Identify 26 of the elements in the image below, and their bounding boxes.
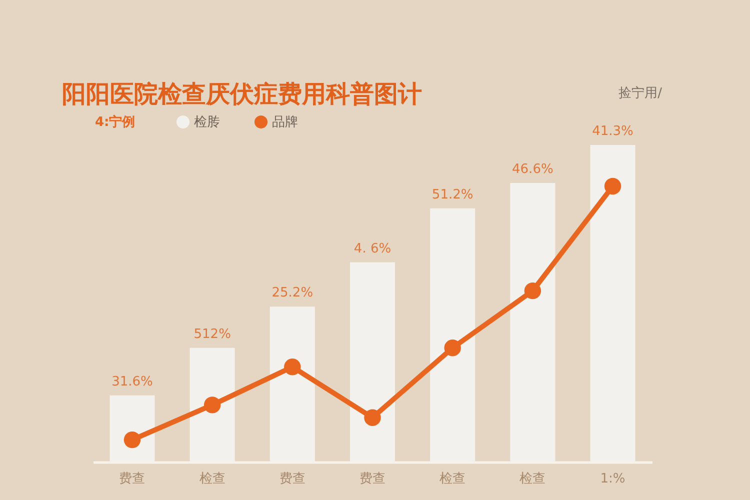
point: [124, 431, 141, 448]
point: [364, 409, 381, 426]
x-tick-label: 费查: [360, 472, 386, 486]
x-tick-label: 检查: [199, 472, 226, 486]
annotation: 25.2%: [272, 286, 314, 301]
x-tick-label: 费查: [119, 472, 146, 486]
legend-label: 检䏝: [194, 115, 220, 130]
x-tick-label: 1:%: [600, 472, 626, 486]
point: [204, 396, 221, 414]
point: [284, 358, 301, 376]
annotation: 512%: [194, 326, 231, 342]
point: [444, 340, 461, 356]
x-tick-label: 检查: [440, 472, 466, 486]
text: 41.3%: [592, 124, 634, 139]
legend-label: 品牌: [272, 115, 298, 130]
annotation: 51.2%: [432, 187, 474, 202]
point: [524, 282, 542, 300]
x-tick-label: 检查: [520, 472, 546, 486]
x-tick-label: 费查: [279, 472, 306, 486]
annotation: 4. 6%: [354, 241, 392, 256]
annotation: 46.6%: [512, 162, 554, 178]
text: 捡宁用/: [618, 85, 663, 101]
legend-title: 4:宁例: [95, 114, 136, 130]
annotation: 31.6%: [112, 374, 153, 390]
chart-title: 阳阳医院检查厌伏症费用科普图计: [62, 80, 422, 108]
point: [604, 178, 622, 195]
